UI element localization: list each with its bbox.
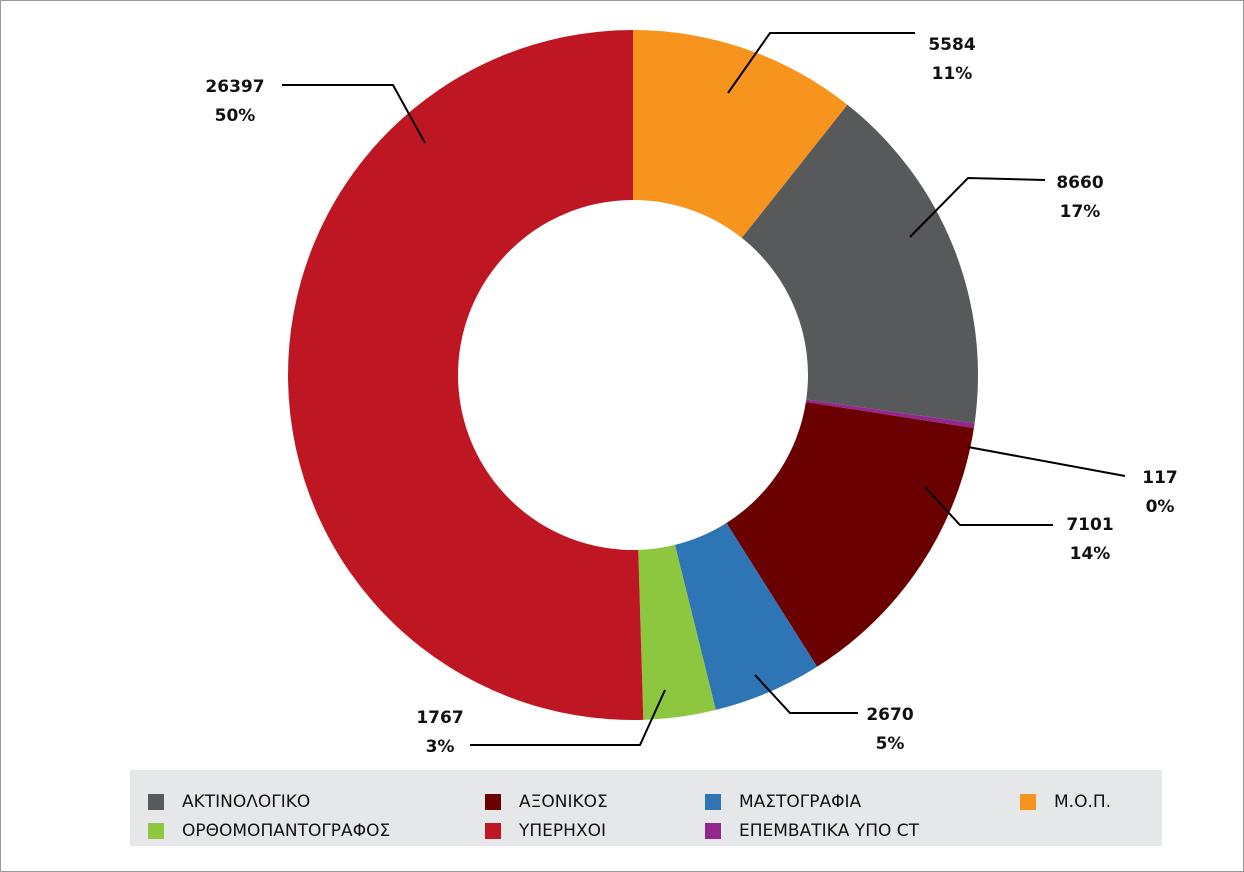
data-label: 7101 bbox=[1066, 515, 1113, 535]
donut-slice bbox=[633, 30, 848, 238]
leader-line bbox=[924, 486, 1053, 526]
legend-label: ΟΡΘΟΜΟΠΑΝΤΟΓΡΑΦΟΣ bbox=[182, 821, 390, 841]
legend-label: ΑΚΤΙΝΟΛΟΓΙΚΟ bbox=[182, 792, 310, 812]
legend-label: ΑΞΟΝΙΚΟΣ bbox=[519, 792, 608, 812]
legend-label: Μ.Ο.Π. bbox=[1054, 792, 1111, 812]
data-label: 117 bbox=[1142, 468, 1178, 488]
percent-label: 11% bbox=[932, 64, 973, 84]
leader-line bbox=[470, 689, 666, 746]
leader-line bbox=[282, 84, 426, 144]
data-label: 5584 bbox=[928, 35, 975, 55]
legend-swatch bbox=[148, 794, 164, 810]
data-label: 8660 bbox=[1056, 173, 1103, 193]
data-label: 2670 bbox=[866, 705, 913, 725]
leader-line bbox=[967, 446, 1126, 477]
legend-swatch bbox=[1020, 794, 1036, 810]
donut-slice bbox=[674, 522, 818, 710]
leader-line bbox=[909, 176, 1046, 238]
donut-slice bbox=[726, 401, 974, 667]
percent-label: 5% bbox=[876, 734, 905, 754]
percent-label: 50% bbox=[215, 106, 256, 126]
legend-swatch bbox=[148, 823, 164, 839]
legend-label: ΕΠΕΜΒΑΤΙΚΑ ΥΠΟ CT bbox=[739, 821, 920, 841]
legend-box bbox=[130, 770, 1162, 846]
donut-slice bbox=[805, 399, 975, 429]
data-label: 26397 bbox=[205, 77, 264, 97]
leader-line bbox=[754, 674, 858, 714]
donut-slice bbox=[288, 30, 644, 720]
percent-label: 14% bbox=[1070, 544, 1111, 564]
donut-slice bbox=[741, 104, 978, 424]
legend-label: ΥΠΕΡΗΧΟΙ bbox=[518, 821, 606, 841]
legend-swatch bbox=[485, 794, 501, 810]
percent-label: 3% bbox=[426, 737, 455, 757]
legend-swatch bbox=[705, 823, 721, 839]
legend-swatch bbox=[485, 823, 501, 839]
legend-swatch bbox=[705, 794, 721, 810]
data-label: 1767 bbox=[416, 708, 463, 728]
legend-label: ΜΑΣΤΟΓΡΑΦΙΑ bbox=[739, 792, 862, 812]
leader-line bbox=[727, 32, 915, 94]
percent-label: 17% bbox=[1060, 202, 1101, 222]
donut-slice bbox=[638, 544, 716, 720]
percent-label: 0% bbox=[1146, 497, 1175, 517]
